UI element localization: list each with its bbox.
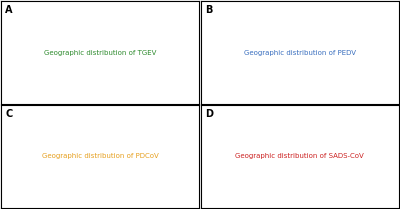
Text: Geographic distribution of SADS-CoV: Geographic distribution of SADS-CoV <box>235 153 364 159</box>
Text: Geographic distribution of PEDV: Geographic distribution of PEDV <box>244 50 356 56</box>
Text: A: A <box>5 5 13 15</box>
Text: D: D <box>205 109 213 119</box>
Text: Geographic distribution of PDCoV: Geographic distribution of PDCoV <box>42 153 159 159</box>
Text: C: C <box>5 109 12 119</box>
Text: B: B <box>205 5 212 15</box>
Text: Geographic distribution of TGEV: Geographic distribution of TGEV <box>44 50 156 56</box>
